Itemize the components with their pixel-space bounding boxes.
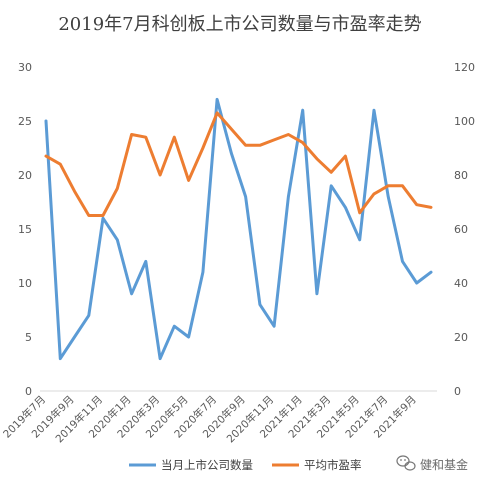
watermark-text: 健和基金 (420, 457, 468, 472)
legend-item-ipo-count-label: 当月上市公司数量 (161, 458, 253, 472)
y-left-tick-label: 20 (18, 169, 32, 182)
y-left-tick-label: 10 (18, 277, 32, 290)
wechat-icon (396, 455, 416, 471)
y-right-tick-label: 0 (454, 385, 461, 398)
y-right-tick-label: 100 (454, 115, 475, 128)
y-right-tick-label: 40 (454, 277, 468, 290)
series-line-ipo-count (44, 97, 433, 361)
y-right-tick-label: 120 (454, 61, 475, 74)
plot-area: 0510152025300204060801001202019年7月2019年9… (0, 61, 475, 445)
series-line-pe-ratio (44, 111, 433, 217)
y-right-tick-label: 60 (454, 223, 468, 236)
y-left-tick-label: 25 (18, 115, 32, 128)
y-right-tick-label: 20 (454, 331, 468, 344)
y-left-tick-label: 15 (18, 223, 32, 236)
chart-title: 2019年7月科创板上市公司数量与市盈率走势 (58, 14, 421, 35)
y-right-tick-label: 80 (454, 169, 468, 182)
y-left-tick-label: 0 (25, 385, 32, 398)
y-left-tick-label: 30 (18, 61, 32, 74)
legend-item-pe-ratio-label: 平均市盈率 (304, 458, 362, 472)
watermark: 健和基金 (396, 455, 468, 472)
legend: 当月上市公司数量 平均市盈率 (129, 458, 362, 472)
y-left-tick-label: 5 (25, 331, 32, 344)
